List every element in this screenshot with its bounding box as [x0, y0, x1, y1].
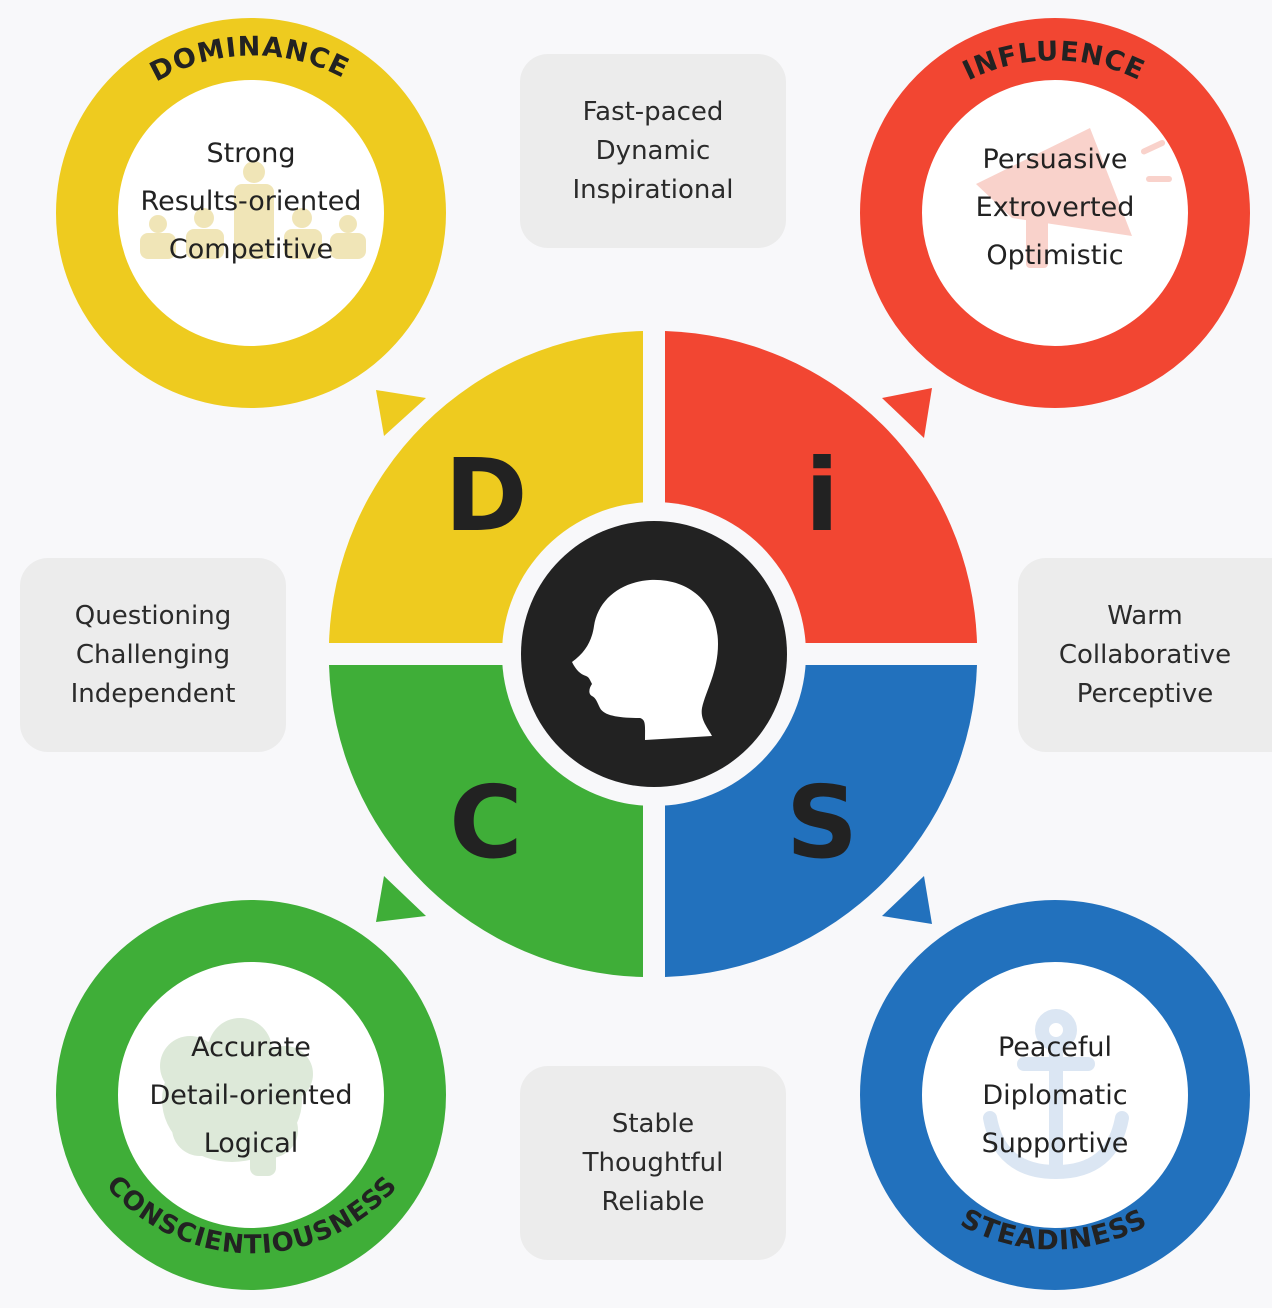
- box-bottom-line-3: Reliable: [601, 1186, 705, 1217]
- arrow-steadiness: [882, 876, 932, 924]
- box-bottom-line-2: Thoughtful: [582, 1147, 724, 1178]
- letter-s: S: [786, 764, 858, 881]
- dominance-trait-2: Results-oriented: [140, 186, 362, 217]
- influence-traits: Persuasive Extroverted Optimistic: [922, 134, 1188, 282]
- box-top-line-3: Inspirational: [572, 174, 734, 205]
- steadiness-traits: Peaceful Diplomatic Supportive: [922, 1022, 1188, 1170]
- influence-trait-1: Persuasive: [982, 144, 1128, 175]
- conscientiousness-traits: Accurate Detail-oriented Logical: [118, 1022, 384, 1170]
- box-right-line-2: Collaborative: [1058, 639, 1232, 670]
- dominance-trait-1: Strong: [206, 138, 296, 169]
- box-right-line-3: Perceptive: [1076, 678, 1214, 709]
- head-profile-icon: [572, 579, 718, 740]
- influence-trait-3: Optimistic: [986, 240, 1124, 271]
- letter-c: C: [449, 764, 522, 881]
- box-bottom-line-1: Stable: [611, 1108, 695, 1139]
- conscientiousness-trait-1: Accurate: [191, 1032, 311, 1063]
- box-top: Fast-paced Dynamic Inspirational: [520, 54, 786, 248]
- letter-i: i: [805, 437, 839, 554]
- arrow-dominance: [376, 390, 426, 436]
- dominance-traits: Strong Results-oriented Competitive: [118, 128, 384, 276]
- box-right-line-1: Warm: [1107, 600, 1183, 631]
- steadiness-trait-1: Peaceful: [997, 1032, 1113, 1063]
- influence-trait-2: Extroverted: [975, 192, 1135, 223]
- arrow-influence: [882, 388, 932, 438]
- box-left-line-3: Independent: [70, 678, 236, 709]
- letter-d: D: [444, 437, 527, 554]
- box-left-line-1: Questioning: [74, 600, 232, 631]
- box-bottom: Stable Thoughtful Reliable: [520, 1066, 786, 1260]
- conscientiousness-trait-2: Detail-oriented: [149, 1080, 353, 1111]
- dominance-trait-3: Competitive: [168, 234, 334, 265]
- conscientiousness-trait-3: Logical: [203, 1128, 299, 1159]
- box-left-line-2: Challenging: [75, 639, 231, 670]
- box-right: Warm Collaborative Perceptive: [1018, 558, 1272, 752]
- box-top-line-2: Dynamic: [595, 135, 711, 166]
- box-top-line-1: Fast-paced: [582, 96, 724, 127]
- box-left: Questioning Challenging Independent: [20, 558, 286, 752]
- arrow-conscientiousness: [376, 876, 426, 922]
- steadiness-trait-3: Supportive: [981, 1128, 1129, 1159]
- steadiness-trait-2: Diplomatic: [982, 1080, 1128, 1111]
